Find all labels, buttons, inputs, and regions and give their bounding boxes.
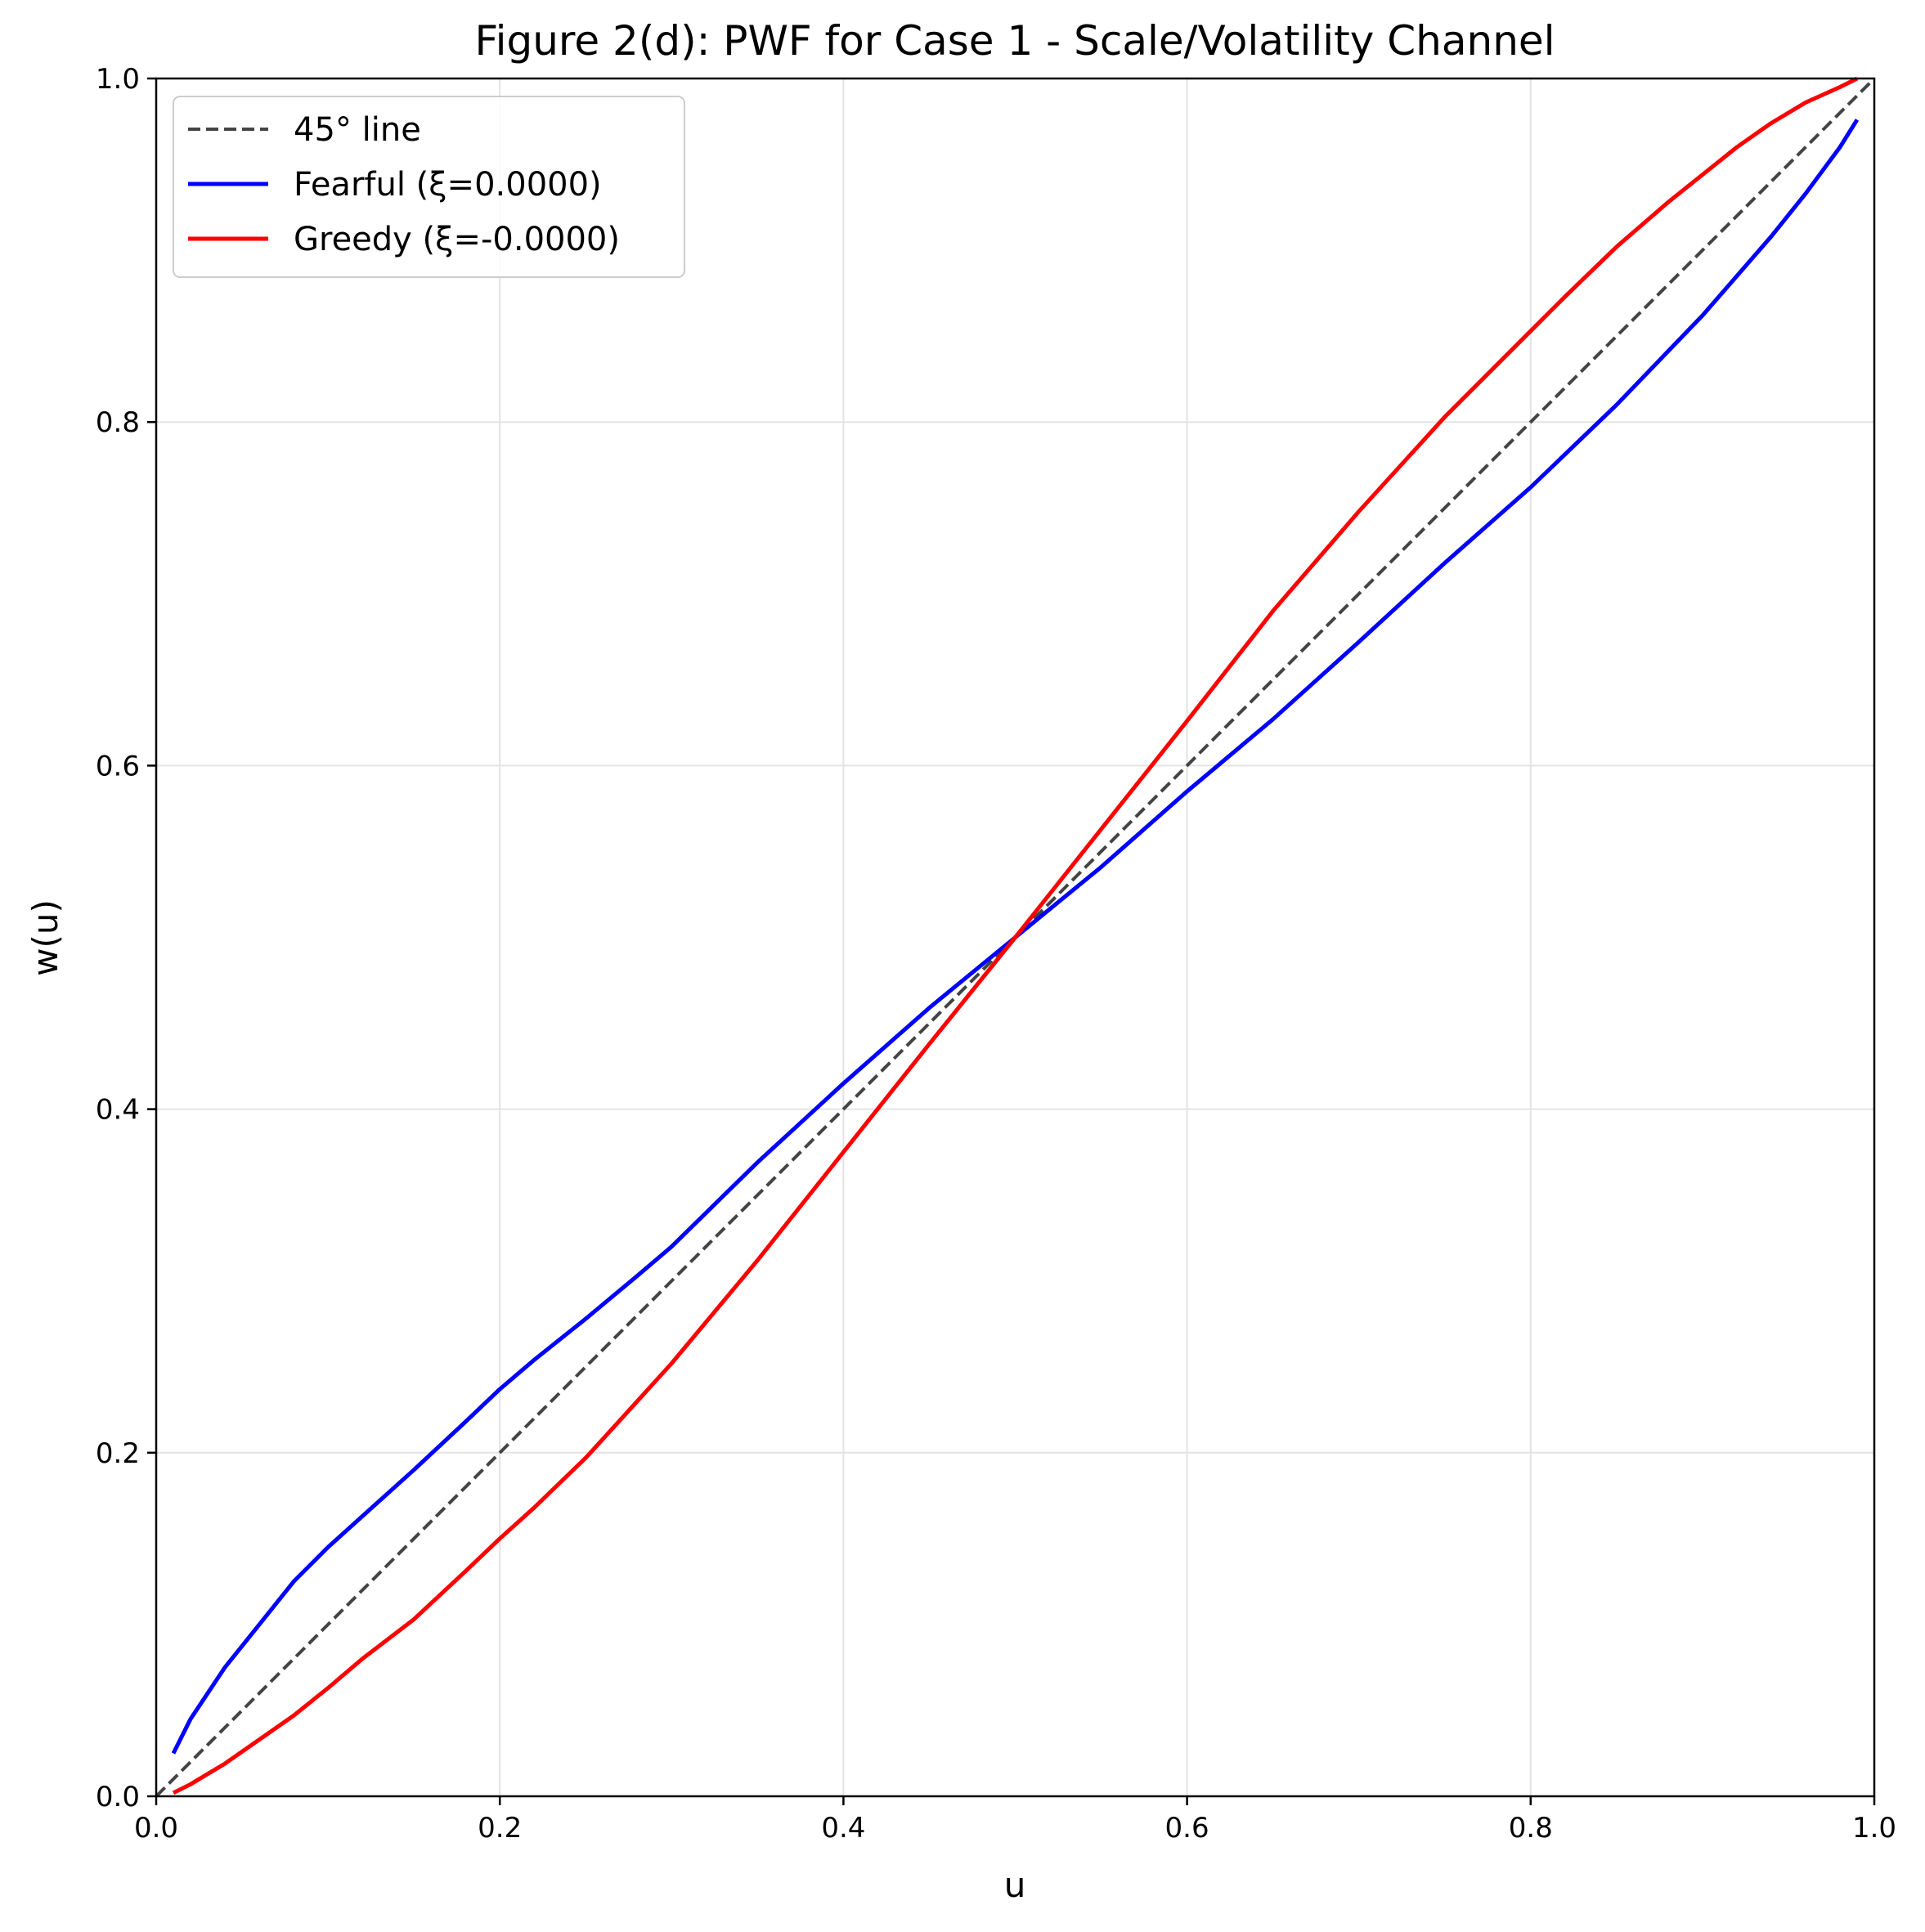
y-tick-label: 0.4 bbox=[96, 1094, 140, 1127]
legend-box bbox=[173, 96, 685, 278]
y-tick-label: 0.8 bbox=[96, 406, 140, 439]
x-tick-label: 0.0 bbox=[134, 1812, 178, 1845]
y-tick-label: 1.0 bbox=[96, 63, 140, 96]
series-line-greedy-0-0000 bbox=[172, 76, 1859, 1795]
x-tick-label: 0.8 bbox=[1509, 1812, 1553, 1845]
plot-frame bbox=[155, 77, 1876, 1798]
x-tick-label: 1.0 bbox=[1852, 1812, 1896, 1845]
series-layer bbox=[155, 76, 1876, 1798]
y-tick-label: 0.6 bbox=[96, 750, 140, 782]
y-tick-label: 0.0 bbox=[96, 1781, 140, 1813]
ticks: 0.0 0.2 0.4 0.6 0.8 1.0 0.0 0.2 0.4 0.6 0.8 1.0 bbox=[96, 63, 1896, 1845]
legend-label-fearful-0-0000: Fearful (ξ=0.0000) bbox=[294, 166, 602, 204]
legend: 45° line Fearful (ξ=0.0000) Greedy (ξ=-0.0… bbox=[173, 96, 685, 278]
legend-label-greedy-0-0000: Greedy (ξ=-0.0000) bbox=[294, 221, 620, 258]
series-line-fearful-0-0000 bbox=[171, 119, 1860, 1755]
x-tick-label: 0.2 bbox=[478, 1812, 522, 1845]
y-axis-label: w(u) bbox=[25, 899, 65, 976]
x-axis-label: u bbox=[1004, 1865, 1026, 1905]
y-tick-label: 0.2 bbox=[96, 1437, 140, 1470]
chart-title: Figure 2(d): PWF for Case 1 - Scale/Vola… bbox=[474, 17, 1555, 65]
x-tick-label: 0.4 bbox=[821, 1812, 865, 1845]
legend-label-45-line: 45° line bbox=[294, 111, 421, 149]
x-tick-label: 0.6 bbox=[1165, 1812, 1209, 1845]
